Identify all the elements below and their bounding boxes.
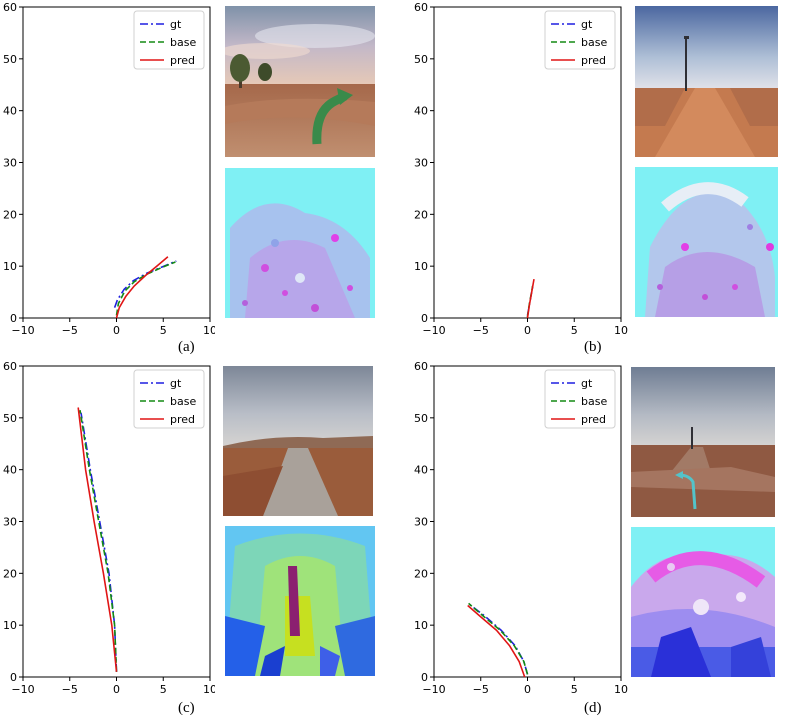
x-tick-label: 5	[160, 683, 167, 696]
y-tick-label: 60	[3, 1, 17, 14]
x-tick-label: −10	[11, 683, 34, 696]
y-tick-label: 30	[414, 157, 428, 170]
y-tick-label: 10	[3, 619, 17, 632]
series-line-pred	[77, 407, 118, 672]
panel-c: −10 −5 0 5 10 0 10 20 30 40 50 60 gt base pred	[0, 362, 393, 725]
caption-b: (b)	[584, 339, 602, 355]
legend-label-gt: gt	[170, 18, 182, 31]
y-tick-label: 60	[3, 362, 17, 373]
series-line-pred	[526, 278, 535, 319]
x-tick-label: 0	[113, 683, 120, 696]
y-tick-label: 50	[414, 53, 428, 66]
x-tick-label: −10	[422, 324, 445, 335]
y-tick-label: 20	[414, 567, 428, 580]
legend-label-pred: pred	[170, 413, 195, 426]
y-tick-label: 0	[421, 312, 428, 325]
motion-map-c	[225, 526, 375, 676]
road-photo-d	[631, 367, 775, 517]
x-tick-label: 10	[614, 683, 628, 696]
motion-map-d	[631, 527, 775, 677]
y-tick-label: 20	[414, 208, 428, 221]
x-tick-label: 10	[614, 324, 628, 335]
legend-label-base: base	[581, 36, 607, 49]
legend-label-pred: pred	[581, 413, 606, 426]
series-line-base	[79, 409, 118, 672]
y-tick-label: 40	[3, 105, 17, 118]
panel-b: −10 −5 0 5 10 0 10 20 30 40 50 60 gt base pred	[393, 0, 786, 362]
legend-label-base: base	[170, 36, 196, 49]
legend-label-base: base	[170, 395, 196, 408]
y-tick-label: 50	[3, 412, 17, 425]
y-tick-label: 10	[414, 619, 428, 632]
y-tick-label: 20	[3, 567, 17, 580]
y-tick-label: 60	[414, 1, 428, 14]
motion-map-a	[225, 168, 375, 318]
legend-box	[544, 10, 616, 70]
caption-a: (a)	[178, 339, 195, 355]
legend-label-pred: pred	[170, 54, 195, 67]
y-tick-label: 20	[3, 208, 17, 221]
x-tick-label: 5	[571, 683, 578, 696]
y-tick-label: 60	[414, 362, 428, 373]
y-tick-label: 30	[414, 516, 428, 529]
legend-label-base: base	[581, 395, 607, 408]
trajectory-chart-b: −10 −5 0 5 10 0 10 20 30 40 50 60 gt base pred	[414, 1, 628, 335]
x-tick-label: 0	[524, 324, 531, 335]
x-tick-label: 10	[203, 324, 215, 335]
y-tick-label: 0	[421, 671, 428, 684]
y-tick-label: 40	[414, 105, 428, 118]
road-photo-b	[635, 6, 778, 157]
x-tick-label: 5	[571, 324, 578, 335]
x-tick-label: −5	[473, 683, 489, 696]
panel-a: −10 −5 0 5 10 0 10 20 30 40 50 60 gt base pred	[0, 0, 393, 362]
legend-box	[133, 369, 205, 429]
legend-label-gt: gt	[581, 18, 593, 31]
caption-d: (d)	[584, 700, 602, 716]
road-photo-a	[225, 6, 375, 157]
legend-box	[544, 369, 616, 429]
x-tick-label: 0	[524, 683, 531, 696]
x-tick-label: −5	[62, 324, 78, 335]
y-tick-label: 30	[3, 516, 17, 529]
series-line-pred	[467, 604, 526, 678]
series-line-base	[468, 602, 529, 675]
legend-label-gt: gt	[581, 377, 593, 390]
series-line-gt	[113, 260, 177, 308]
x-tick-label: 5	[160, 324, 167, 335]
y-tick-label: 40	[414, 464, 428, 477]
legend-box	[133, 10, 205, 70]
legend-label-pred: pred	[581, 54, 606, 67]
caption-c: (c)	[178, 700, 195, 716]
y-tick-label: 40	[3, 464, 17, 477]
trajectory-chart-c: −10 −5 0 5 10 0 10 20 30 40 50 60 gt base pred	[3, 362, 215, 696]
road-photo-c	[223, 366, 373, 516]
y-tick-label: 0	[10, 312, 17, 325]
y-tick-label: 50	[3, 53, 17, 66]
x-tick-label: −10	[422, 683, 445, 696]
y-tick-label: 0	[10, 671, 17, 684]
x-tick-label: −5	[473, 324, 489, 335]
y-tick-label: 50	[414, 412, 428, 425]
trajectory-chart-d: −10 −5 0 5 10 0 10 20 30 40 50 60 gt base pred	[414, 362, 628, 696]
y-tick-label: 10	[3, 260, 17, 273]
x-tick-label: −10	[11, 324, 34, 335]
motion-map-b	[635, 167, 778, 317]
series-line-pred	[115, 256, 169, 319]
trajectory-chart-a: −10 −5 0 5 10 0 10 20 30 40 50 60 gt base pred	[3, 1, 215, 335]
x-tick-label: −5	[62, 683, 78, 696]
panel-d: −10 −5 0 5 10 0 10 20 30 40 50 60 gt base pred	[393, 362, 786, 725]
legend-label-gt: gt	[170, 377, 182, 390]
series-line-base	[115, 261, 176, 316]
y-tick-label: 30	[3, 157, 17, 170]
y-tick-label: 10	[414, 260, 428, 273]
x-tick-label: 0	[113, 324, 120, 335]
x-tick-label: 10	[203, 683, 215, 696]
